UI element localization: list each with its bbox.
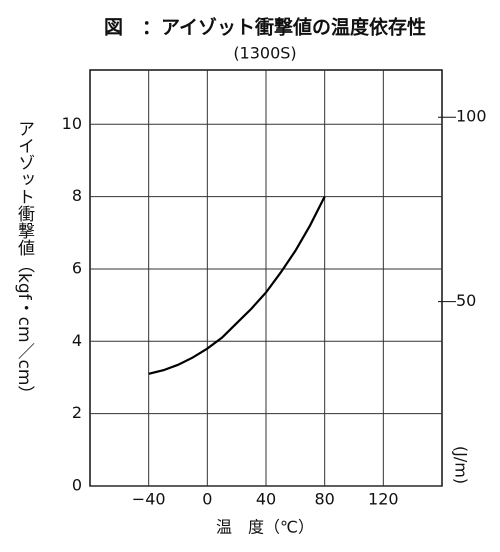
y2-axis-label: (J/m) xyxy=(452,446,471,484)
y2-tick-label: 50 xyxy=(456,291,476,310)
x-tick-label: −40 xyxy=(132,490,166,509)
chart-title: 図 ：アイゾット衝撃値の温度依存性 xyxy=(104,16,426,39)
y-tick-label: 10 xyxy=(62,114,82,133)
y-tick-label: 0 xyxy=(72,476,82,495)
y-tick-label: 8 xyxy=(72,186,82,205)
y2-tick-label: 100 xyxy=(456,107,487,126)
y-tick-label: 6 xyxy=(72,258,82,277)
y-tick-label: 4 xyxy=(72,331,82,350)
y-axis-label: アイゾット衝撃値（kgf・cm／cm） xyxy=(14,120,35,402)
x-axis-label: 温 度（℃） xyxy=(216,518,314,537)
x-tick-label: 0 xyxy=(202,490,212,509)
x-tick-label: 40 xyxy=(256,490,276,509)
x-tick-label: 80 xyxy=(314,490,334,509)
curve xyxy=(148,196,326,375)
y-tick-label: 2 xyxy=(72,403,82,422)
x-tick-label: 120 xyxy=(368,490,399,509)
chart-subtitle: (1300S) xyxy=(233,44,296,63)
